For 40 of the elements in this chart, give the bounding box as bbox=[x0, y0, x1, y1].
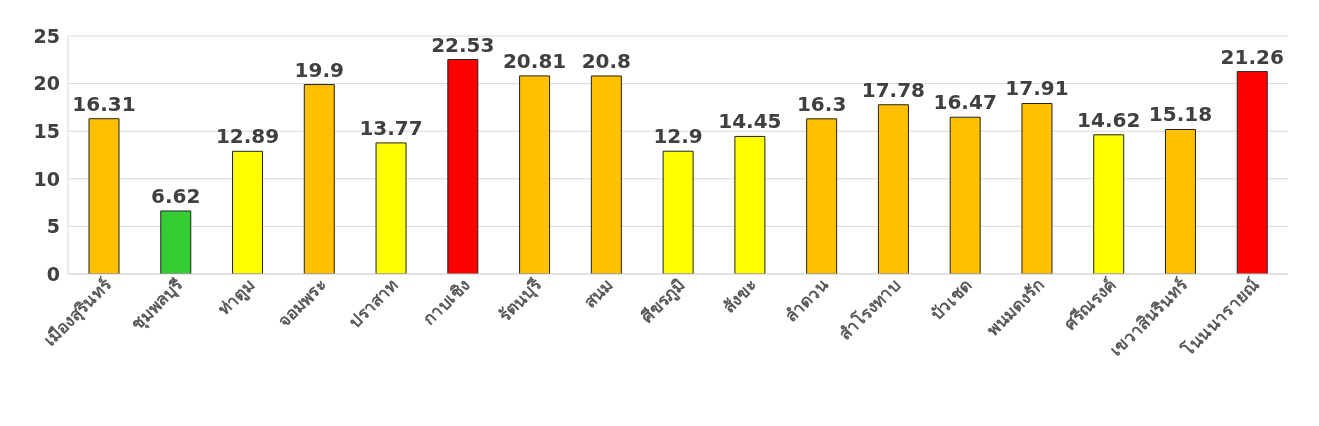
data-label: 14.62 bbox=[1077, 107, 1141, 132]
data-label: 16.47 bbox=[933, 90, 997, 115]
bar bbox=[519, 75, 551, 274]
data-label: 17.91 bbox=[1005, 76, 1069, 101]
bar bbox=[662, 150, 694, 274]
bar bbox=[303, 84, 335, 274]
x-tick-label: สนม bbox=[579, 274, 618, 313]
y-tick-label: 5 bbox=[46, 215, 60, 238]
data-label: 16.31 bbox=[72, 91, 136, 116]
data-label: 12.89 bbox=[215, 124, 280, 149]
bar bbox=[1021, 103, 1053, 274]
bar bbox=[1093, 134, 1125, 274]
data-label: 21.26 bbox=[1220, 44, 1284, 69]
data-label: 15.18 bbox=[1148, 102, 1213, 127]
y-tick-label: 20 bbox=[33, 72, 60, 95]
bar bbox=[160, 210, 192, 274]
bar bbox=[806, 118, 838, 274]
bar bbox=[877, 104, 909, 274]
bar bbox=[88, 118, 120, 274]
bar bbox=[232, 150, 264, 274]
bar bbox=[949, 116, 981, 274]
y-tick-label: 25 bbox=[33, 24, 60, 47]
bar bbox=[1236, 71, 1268, 274]
y-tick-label: 15 bbox=[33, 119, 60, 142]
bar bbox=[734, 135, 766, 274]
data-label: 19.9 bbox=[294, 57, 344, 82]
data-label: 13.77 bbox=[359, 115, 423, 140]
bar bbox=[447, 59, 479, 274]
data-label: 17.78 bbox=[861, 77, 926, 102]
bar bbox=[1164, 128, 1196, 274]
data-label: 20.81 bbox=[502, 48, 567, 73]
data-label: 14.45 bbox=[718, 109, 782, 134]
y-tick-label: 10 bbox=[33, 167, 60, 190]
data-label: 6.62 bbox=[151, 183, 201, 208]
data-label: 22.53 bbox=[431, 32, 495, 57]
bar bbox=[375, 142, 407, 274]
bar bbox=[590, 75, 622, 274]
data-label: 16.3 bbox=[796, 91, 847, 116]
data-label: 20.8 bbox=[581, 48, 632, 73]
data-label: 12.9 bbox=[653, 124, 703, 149]
